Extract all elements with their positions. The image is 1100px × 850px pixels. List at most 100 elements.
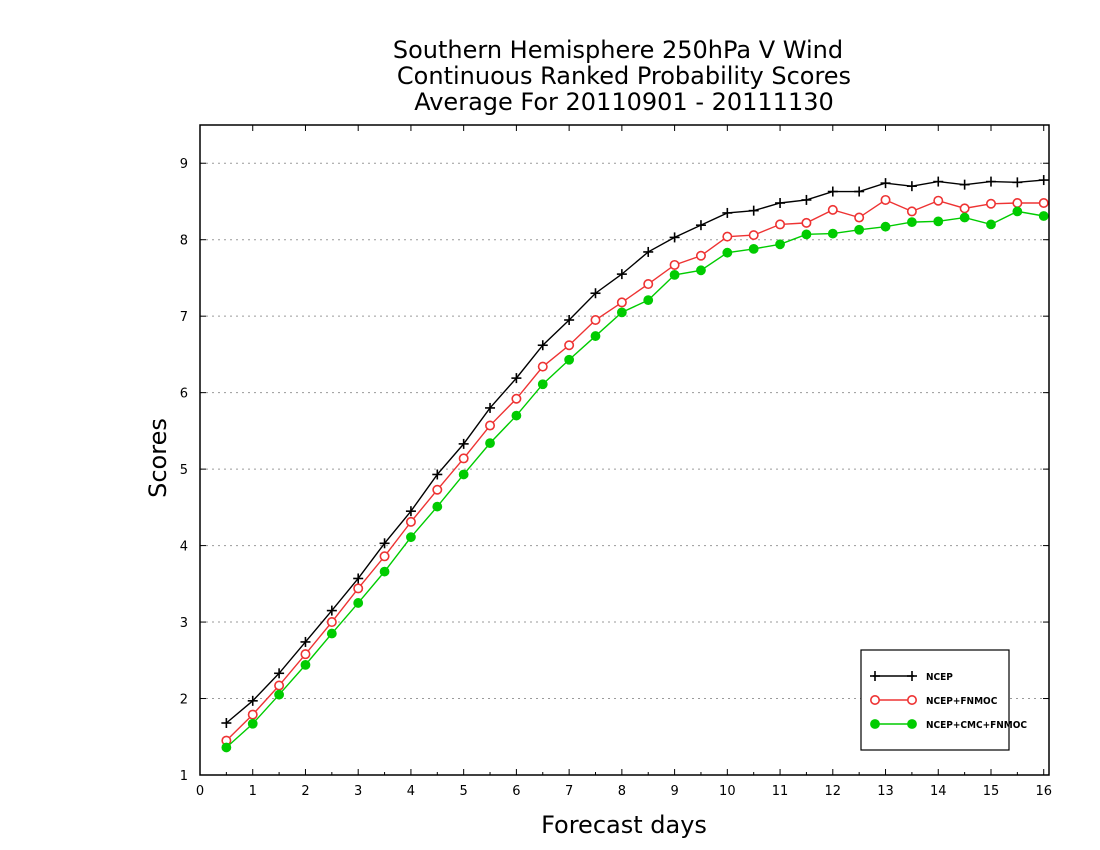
data-point xyxy=(458,453,469,464)
data-point xyxy=(274,680,285,691)
x-tick-label: 2 xyxy=(301,784,309,799)
data-point xyxy=(1012,206,1023,217)
legend-label: NCEP xyxy=(926,672,953,683)
series-layer xyxy=(221,175,1049,753)
y-tick-label: 5 xyxy=(180,463,188,478)
data-point xyxy=(247,718,258,729)
data-point xyxy=(906,181,917,192)
x-tick-label: 8 xyxy=(618,784,626,799)
x-tick-label: 13 xyxy=(877,784,894,799)
legend-marker-end xyxy=(907,719,917,729)
data-point xyxy=(748,205,759,216)
data-point xyxy=(511,373,522,384)
x-tick-label: 7 xyxy=(565,784,573,799)
data-point xyxy=(643,279,654,290)
data-point xyxy=(274,689,284,700)
data-point xyxy=(221,742,232,753)
data-point xyxy=(511,393,522,404)
data-point xyxy=(379,538,390,549)
data-point xyxy=(801,217,812,228)
data-point xyxy=(669,269,680,280)
data-point xyxy=(537,340,548,351)
data-point xyxy=(985,198,996,209)
y-tick-label: 1 xyxy=(180,769,188,784)
series-ncep-fnmoc xyxy=(221,194,1049,746)
data-point xyxy=(485,420,496,431)
data-point xyxy=(564,354,575,365)
data-point xyxy=(458,438,469,449)
data-point xyxy=(564,340,575,351)
data-point xyxy=(880,221,891,232)
data-point xyxy=(775,239,785,250)
data-point xyxy=(406,532,416,543)
x-tick-label: 0 xyxy=(196,784,204,799)
data-point xyxy=(1012,198,1023,209)
data-point xyxy=(801,194,812,205)
data-point xyxy=(722,231,733,242)
x-tick-label: 5 xyxy=(460,784,468,799)
data-point xyxy=(643,295,654,306)
legend-label: NCEP+CMC+FNMOC xyxy=(926,720,1027,731)
data-point xyxy=(854,224,865,235)
legend-marker-start xyxy=(870,719,880,729)
data-point xyxy=(985,176,996,187)
x-tick-label: 9 xyxy=(670,784,678,799)
data-point xyxy=(959,179,970,190)
data-point xyxy=(616,307,627,318)
data-point xyxy=(616,269,627,280)
chart-title-line-2: Continuous Ranked Probability Scores xyxy=(397,62,851,90)
data-point xyxy=(775,219,786,230)
x-tick-label: 11 xyxy=(772,784,789,799)
legend-item: NCEP+FNMOC xyxy=(869,694,998,707)
gridlines xyxy=(200,162,1049,700)
data-point xyxy=(326,617,337,628)
data-point xyxy=(405,506,416,517)
data-point xyxy=(432,469,443,480)
y-tick-label: 7 xyxy=(180,310,188,325)
y-tick-label: 8 xyxy=(180,234,188,249)
data-point xyxy=(986,219,996,230)
data-point xyxy=(1038,175,1049,186)
legend-item: NCEP xyxy=(870,671,953,683)
data-point xyxy=(959,203,970,214)
plot-frame xyxy=(199,124,1050,776)
data-point xyxy=(827,186,838,197)
series-ncep-cmc-fnmoc xyxy=(221,206,1049,753)
data-point xyxy=(432,484,443,495)
data-point xyxy=(775,198,786,208)
data-point xyxy=(827,204,838,215)
data-point xyxy=(590,314,601,325)
data-point xyxy=(696,265,706,276)
x-tick-label: 14 xyxy=(930,784,947,799)
legend-marker-start xyxy=(870,671,880,681)
legend-marker-end xyxy=(906,694,917,705)
data-point xyxy=(748,243,759,254)
data-point xyxy=(564,315,575,325)
data-point xyxy=(511,410,522,421)
y-tick-label: 2 xyxy=(180,693,188,708)
data-point xyxy=(353,573,364,584)
data-point xyxy=(353,598,364,608)
x-tick-label: 15 xyxy=(983,784,1000,799)
data-point xyxy=(695,250,706,261)
data-point xyxy=(933,216,944,227)
data-point xyxy=(933,195,944,206)
data-point xyxy=(485,438,495,449)
legend-label: NCEP+FNMOC xyxy=(926,696,998,707)
legend-marker-start xyxy=(869,694,880,705)
chart-title: Southern Hemisphere 250hPa V Wind Contin… xyxy=(393,36,851,116)
data-point xyxy=(432,501,443,512)
data-point xyxy=(300,636,311,647)
data-point xyxy=(854,186,865,197)
data-point xyxy=(695,220,706,231)
data-point xyxy=(880,178,891,189)
data-point xyxy=(379,551,390,562)
legend-marker-end xyxy=(907,671,917,681)
data-point xyxy=(801,229,812,240)
data-point xyxy=(537,361,548,372)
data-point xyxy=(221,718,232,728)
x-tick-label: 16 xyxy=(1035,784,1052,799)
data-point xyxy=(1038,198,1049,209)
